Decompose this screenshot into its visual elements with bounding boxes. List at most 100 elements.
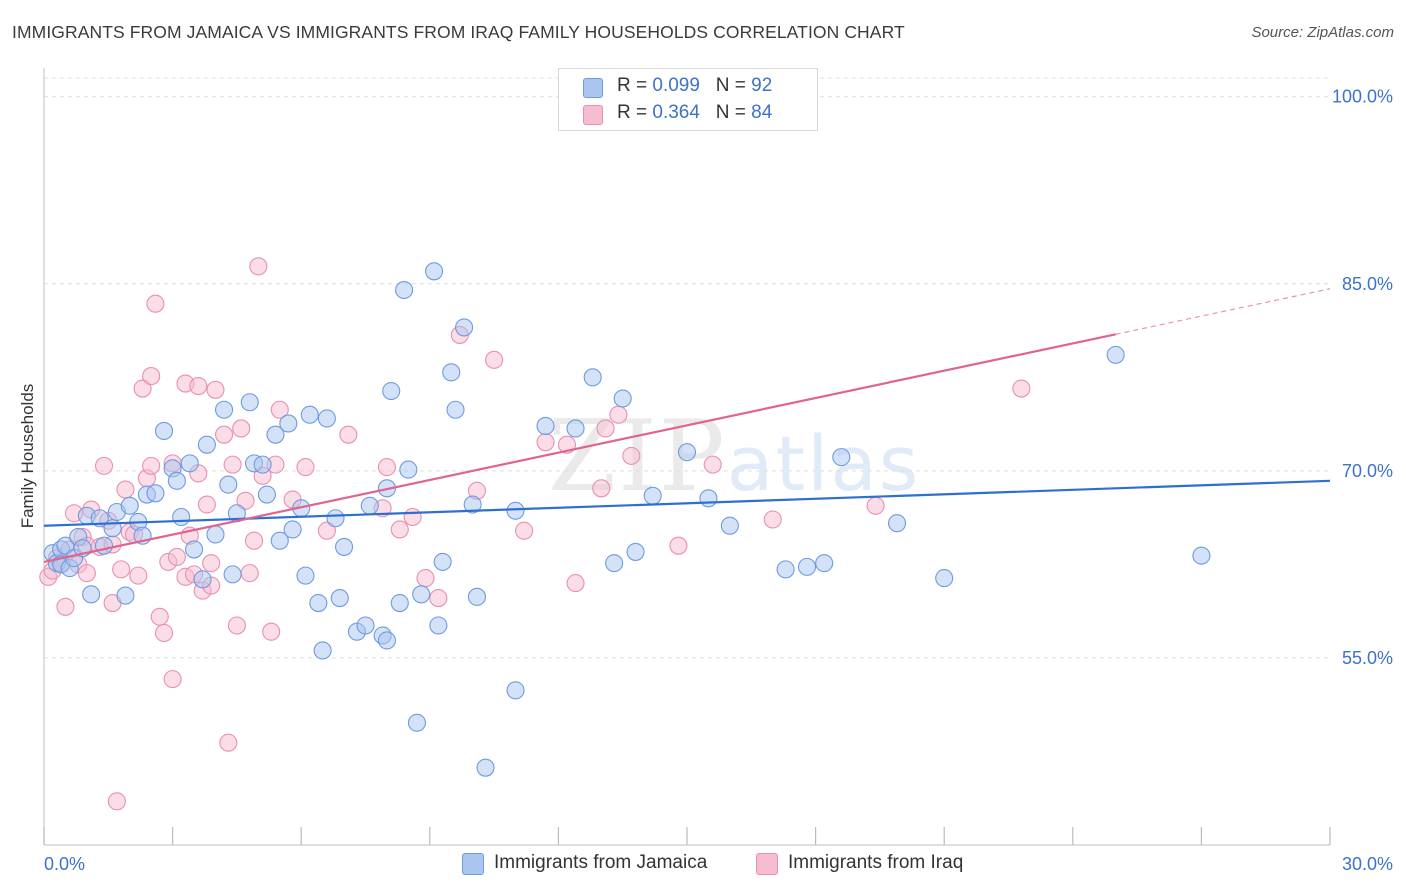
jamaica-point xyxy=(442,363,461,382)
iraq-point xyxy=(219,733,238,752)
iraq-point xyxy=(154,623,174,643)
jamaica-point xyxy=(167,471,186,490)
iraq-point xyxy=(270,400,289,419)
jamaica-point xyxy=(377,631,396,650)
jamaica-swatch xyxy=(583,78,603,98)
iraq-point xyxy=(566,574,585,593)
source-label: Source: ZipAtlas.com xyxy=(1251,24,1394,41)
iraq-point xyxy=(116,480,135,499)
jamaica-point xyxy=(253,455,272,474)
jamaica-point xyxy=(356,616,375,635)
iraq-swatch xyxy=(583,105,603,125)
iraq-point xyxy=(112,560,131,579)
iraq-point xyxy=(596,419,615,438)
jamaica-point xyxy=(120,496,139,515)
jamaica-point xyxy=(382,381,401,401)
iraq-point xyxy=(536,433,555,452)
iraq-point xyxy=(56,597,75,616)
iraq-point xyxy=(485,350,504,369)
jamaica-point xyxy=(240,393,259,412)
jamaica-point xyxy=(214,400,234,419)
jamaica-point xyxy=(313,641,332,660)
iraq-point xyxy=(763,510,782,529)
tick-labels: 100.0% 85.0% 70.0% 55.0% 0.0% 30.0% xyxy=(44,87,1393,874)
jamaica-point xyxy=(300,405,319,424)
jamaica-point xyxy=(699,489,718,508)
r-value: 0.364 xyxy=(652,102,700,123)
jamaica-point xyxy=(116,586,135,605)
jamaica-point xyxy=(279,414,298,433)
jamaica-point xyxy=(455,318,474,337)
jamaica-point xyxy=(720,516,739,535)
jamaica-point xyxy=(506,681,525,700)
iraq-point xyxy=(206,380,225,399)
n-value: 92 xyxy=(751,75,773,96)
jamaica-point xyxy=(180,454,199,473)
n-label: N = xyxy=(715,102,752,123)
jamaica-point xyxy=(309,594,328,613)
iraq-point xyxy=(262,622,281,641)
axes xyxy=(43,68,1331,846)
iraq-point xyxy=(94,456,114,475)
jamaica-point xyxy=(626,542,645,561)
n-label: N = xyxy=(715,75,752,96)
iraq-point xyxy=(416,569,435,588)
jamaica-point xyxy=(172,507,191,527)
jamaica-point xyxy=(266,425,285,444)
n-value: 84 xyxy=(751,102,773,123)
iraq-point xyxy=(223,455,242,474)
jamaica-point xyxy=(146,484,165,503)
jamaica-point xyxy=(360,496,379,515)
jamaica-point xyxy=(797,557,817,576)
jamaica-point xyxy=(583,368,602,387)
iraq-point xyxy=(202,554,221,573)
jamaica-point xyxy=(219,475,238,494)
y-tick-label: 55.0% xyxy=(1342,648,1393,668)
iraq-point xyxy=(189,376,208,396)
jamaica-point xyxy=(446,400,465,419)
jamaica-point xyxy=(283,520,302,539)
iraq-point xyxy=(129,566,148,585)
x-tick-label: 0.0% xyxy=(44,854,85,874)
x-tick-label: 30.0% xyxy=(1342,854,1393,874)
jamaica-point xyxy=(317,409,336,428)
y-tick-label: 100.0% xyxy=(1332,87,1393,107)
iraq-point xyxy=(866,496,885,515)
r-label: R = xyxy=(617,102,653,123)
iraq-point xyxy=(339,425,358,444)
jamaica-point xyxy=(223,565,242,584)
jamaica-trend-line xyxy=(43,479,1331,527)
jamaica-point xyxy=(776,560,795,579)
jamaica-point xyxy=(154,421,174,440)
jamaica-point xyxy=(407,713,426,732)
r-value: 0.099 xyxy=(652,75,700,96)
jamaica-point xyxy=(433,552,452,571)
jamaica-point xyxy=(566,419,585,438)
iraq-point xyxy=(669,536,688,555)
jamaica-point xyxy=(815,554,834,573)
iraq-legend-label: Immigrants from Iraq xyxy=(788,852,964,873)
jamaica-point xyxy=(832,448,851,467)
jamaica-point xyxy=(605,554,624,573)
iraq-point xyxy=(236,491,255,510)
jamaica-point xyxy=(90,509,109,528)
jamaica-point xyxy=(257,485,276,504)
iraq-point xyxy=(390,520,409,539)
iraq-point xyxy=(609,405,628,424)
legend-text-jamaica: R = 0.099 N = 92 xyxy=(617,75,772,97)
jamaica-point xyxy=(1192,546,1211,565)
jamaica-point xyxy=(296,566,315,585)
iraq-point xyxy=(592,479,611,498)
correlation-legend: R = 0.099 N = 92 R = 0.364 N = 84 xyxy=(558,68,818,131)
iraq-point xyxy=(146,294,165,313)
iraq-point xyxy=(142,456,161,475)
jamaica-point xyxy=(412,585,431,604)
iraq-point xyxy=(296,458,315,477)
iraq-points xyxy=(39,257,1031,811)
jamaica-point xyxy=(677,443,697,462)
iraq-point xyxy=(377,458,396,477)
iraq-point xyxy=(197,495,216,514)
iraq-point xyxy=(515,521,534,540)
jamaica-point xyxy=(94,536,114,555)
